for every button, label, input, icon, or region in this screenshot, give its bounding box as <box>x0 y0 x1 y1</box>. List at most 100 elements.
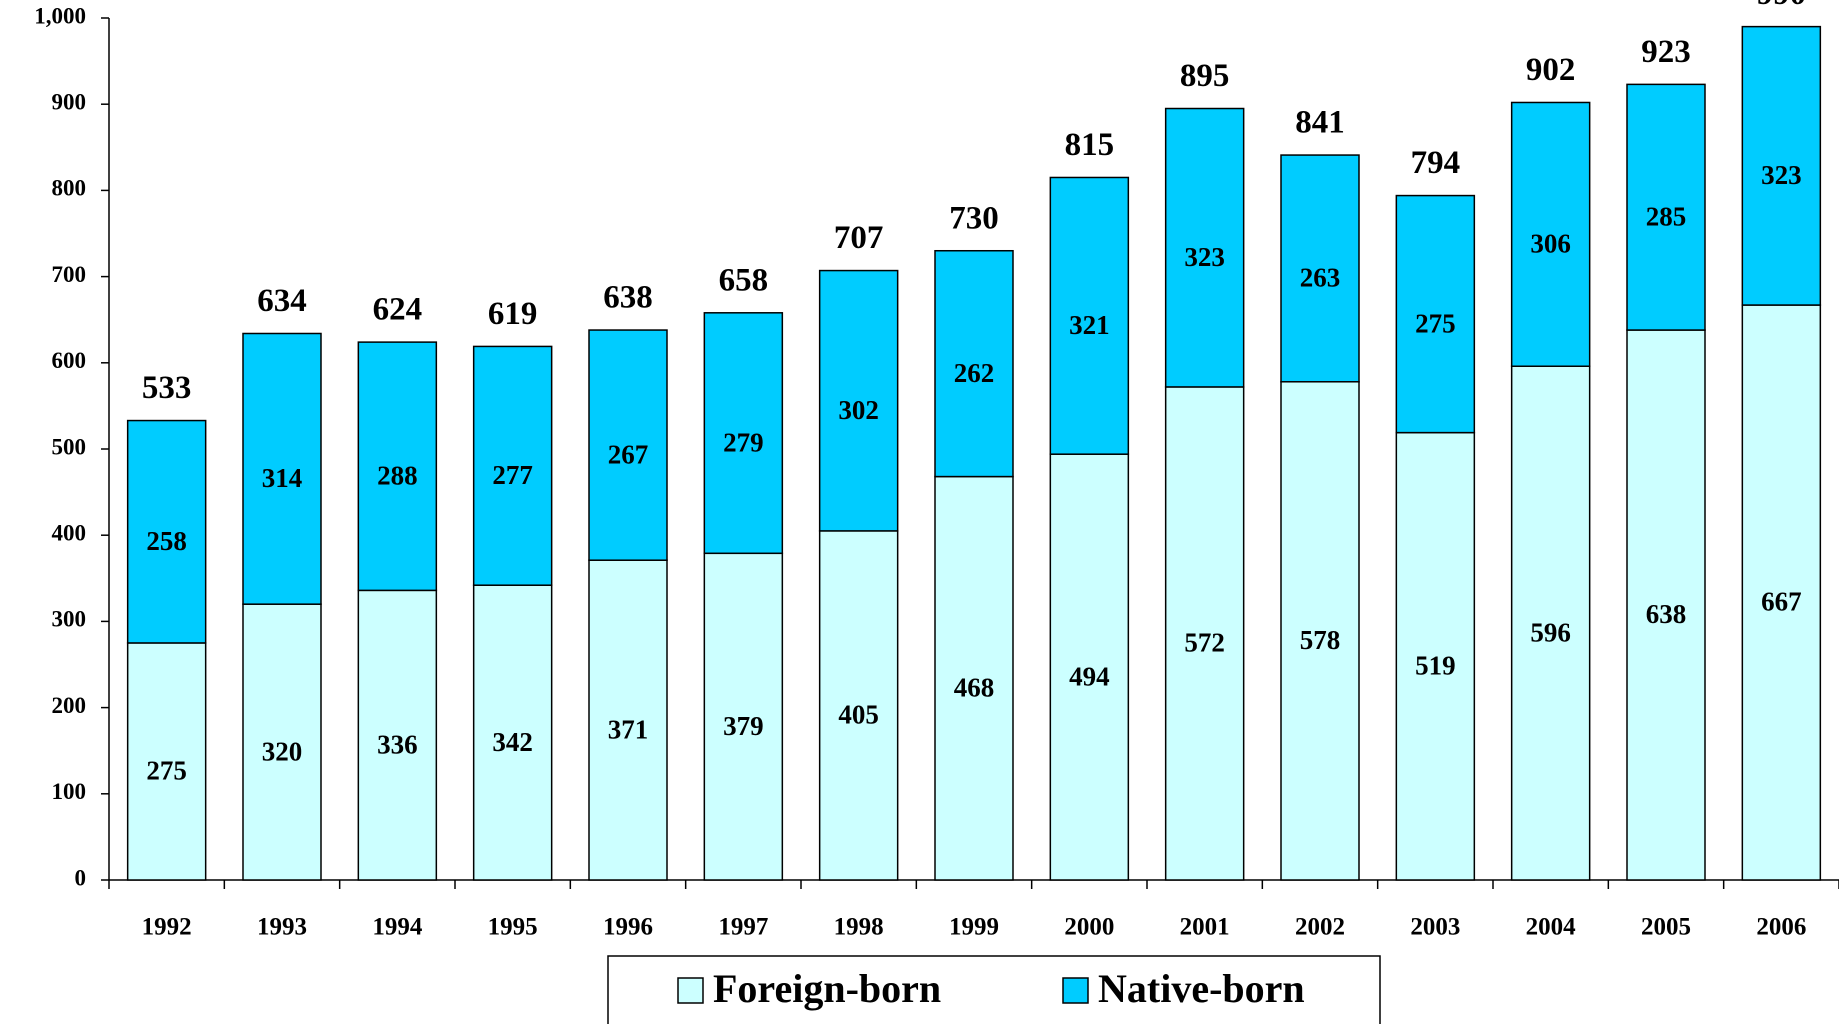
bar-segment <box>588 329 668 561</box>
bar-segment <box>1626 83 1706 331</box>
y-tick-label: 700 <box>52 262 87 287</box>
bar-segment <box>242 603 322 881</box>
bar-segment <box>1395 194 1476 434</box>
bar-segment <box>818 530 899 881</box>
y-tick-label: 600 <box>52 348 87 373</box>
total-label: 638 <box>603 280 653 316</box>
x-tick-label: 1999 <box>949 914 999 941</box>
total-label: 658 <box>719 262 769 298</box>
segment-label: 267 <box>608 439 649 469</box>
y-tick-label: 200 <box>52 693 87 718</box>
total-label: 533 <box>142 370 192 406</box>
segment-label: 572 <box>1184 628 1225 658</box>
total-label: 707 <box>834 220 884 256</box>
legend-swatch <box>1062 977 1089 1004</box>
y-tick-label: 1,000 <box>34 3 86 28</box>
bar-segment <box>818 269 899 532</box>
y-tick-label: 300 <box>52 607 87 632</box>
segment-label: 596 <box>1530 617 1571 647</box>
x-tick-label: 1993 <box>257 914 307 941</box>
legend-label: Foreign-born <box>713 966 941 1011</box>
segment-label: 314 <box>262 463 303 493</box>
bar-segment <box>1510 101 1591 367</box>
segment-label: 285 <box>1646 201 1687 231</box>
segment-label: 306 <box>1530 229 1571 259</box>
segment-label: 279 <box>723 427 764 457</box>
x-tick-label: 2003 <box>1410 914 1460 941</box>
segment-label: 667 <box>1761 587 1802 617</box>
segment-label: 258 <box>146 526 187 556</box>
bar-segment <box>703 312 784 555</box>
bar-segment <box>1395 431 1476 881</box>
x-tick-label: 2004 <box>1526 914 1577 941</box>
bar-segment <box>1626 329 1706 881</box>
x-tick-label: 2005 <box>1641 914 1691 941</box>
bar-segment <box>934 475 1014 881</box>
y-tick-label: 0 <box>75 865 87 890</box>
bar-segment <box>1280 381 1360 881</box>
y-tick-label: 100 <box>52 779 87 804</box>
bar-segment <box>1280 154 1360 383</box>
segment-label: 320 <box>262 736 303 766</box>
bar-segment <box>357 589 438 881</box>
x-tick-label: 2006 <box>1756 914 1806 941</box>
segment-label: 519 <box>1415 651 1456 681</box>
legend-box <box>607 955 1381 1024</box>
segment-label: 468 <box>954 672 995 702</box>
bar-segment <box>1164 386 1245 881</box>
y-tick-label: 500 <box>52 434 87 459</box>
segment-label: 263 <box>1300 263 1341 293</box>
x-tick-label: 2000 <box>1064 914 1114 941</box>
segment-label: 275 <box>146 756 187 786</box>
legend-swatch <box>677 977 704 1004</box>
x-tick-label: 2001 <box>1180 914 1230 941</box>
segment-label: 275 <box>1415 308 1456 338</box>
x-tick-label: 1998 <box>834 914 884 941</box>
segment-label: 262 <box>954 358 995 388</box>
segment-label: 321 <box>1069 310 1110 340</box>
segment-label: 302 <box>838 395 879 425</box>
total-label: 634 <box>257 283 307 319</box>
total-label: 730 <box>949 200 999 236</box>
segment-label: 379 <box>723 711 764 741</box>
total-label: 923 <box>1641 34 1691 70</box>
bar-segment <box>1510 365 1591 881</box>
total-label: 902 <box>1526 52 1576 88</box>
x-tick-label: 1995 <box>488 914 538 941</box>
y-tick-label: 400 <box>52 520 87 545</box>
total-label: 841 <box>1295 105 1345 141</box>
total-label: 895 <box>1180 58 1230 94</box>
x-tick-label: 1994 <box>372 914 423 941</box>
segment-label: 323 <box>1184 242 1225 272</box>
segment-label: 405 <box>838 700 879 730</box>
x-tick-label: 1992 <box>142 914 192 941</box>
bar-segment <box>1049 453 1130 881</box>
bar-segment <box>703 552 784 881</box>
legend-label: Native-born <box>1098 966 1305 1011</box>
total-label: 624 <box>373 292 423 328</box>
bar-segment <box>1741 304 1822 881</box>
bar-segment <box>472 345 553 586</box>
bar-segment <box>1741 25 1822 306</box>
total-label: 794 <box>1411 145 1461 181</box>
total-label: 619 <box>488 296 538 332</box>
bar-segment <box>472 584 553 881</box>
segment-label: 638 <box>1646 599 1687 629</box>
x-tick-label: 1996 <box>603 914 653 941</box>
bar-segment <box>357 341 438 592</box>
segment-label: 578 <box>1300 625 1341 655</box>
total-label: 815 <box>1065 127 1115 163</box>
bar-segment <box>1164 107 1245 388</box>
bar-segment <box>934 249 1014 478</box>
y-tick-label: 800 <box>52 176 87 201</box>
segment-label: 371 <box>608 714 649 744</box>
y-tick-label: 900 <box>52 89 87 114</box>
segment-label: 494 <box>1069 661 1110 691</box>
segment-label: 323 <box>1761 160 1802 190</box>
bar-segment <box>126 642 207 881</box>
x-tick-label: 1997 <box>718 914 768 941</box>
bar-segment <box>126 419 207 644</box>
segment-label: 342 <box>492 727 533 757</box>
